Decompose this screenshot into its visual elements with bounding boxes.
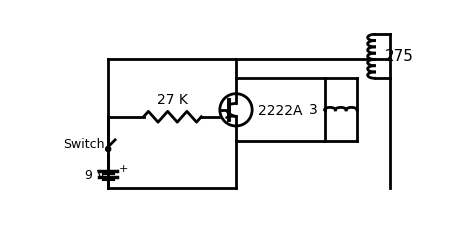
Text: 9 V: 9 V: [85, 169, 105, 182]
Text: Switch: Switch: [64, 138, 105, 151]
Text: +: +: [119, 164, 128, 174]
Text: 27 K: 27 K: [157, 93, 188, 107]
Text: 275: 275: [385, 49, 414, 64]
Text: 2222A: 2222A: [257, 104, 302, 118]
Text: 3: 3: [310, 103, 318, 117]
